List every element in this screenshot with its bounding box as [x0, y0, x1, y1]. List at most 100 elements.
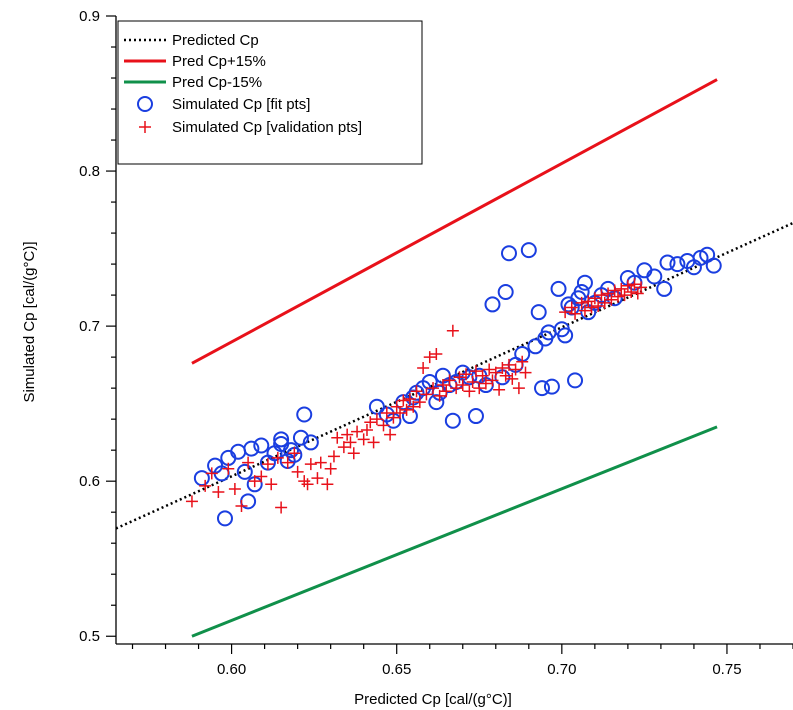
legend-label-minus15: Pred Cp-15%: [172, 74, 262, 91]
legend-swatch-circle-marker: [137, 96, 153, 112]
validation-point-marker: [578, 304, 591, 317]
validation-point-marker: [324, 462, 337, 475]
validation-point-marker: [615, 282, 628, 295]
validation-point-marker: [417, 361, 430, 374]
validation-point-marker: [493, 383, 506, 396]
validation-point-marker: [228, 482, 241, 495]
validation-point-marker: [519, 366, 532, 379]
validation-point-marker: [565, 301, 578, 314]
validation-point-marker: [321, 478, 334, 491]
validation-point-marker: [248, 475, 261, 488]
y-axis-label: Simulated Cp [cal/(g°C)]: [21, 241, 38, 402]
legend-item-validation-pts: Simulated Cp [validation pts]: [139, 119, 362, 136]
legend-label-plus15: Pred Cp+15%: [172, 53, 266, 70]
fit-point-marker: [530, 304, 547, 321]
validation-point-marker: [446, 324, 459, 337]
series-markers: [185, 242, 722, 527]
validation-point-marker: [403, 393, 416, 406]
fit-point-marker: [401, 408, 418, 425]
fit-point-marker: [283, 442, 300, 459]
validation-point-marker: [265, 478, 278, 491]
validation-point-marker: [242, 456, 255, 469]
fit-point-marker: [243, 440, 260, 457]
fit-point-marker: [520, 242, 537, 259]
fit-point-marker: [527, 338, 544, 355]
validation-point-marker: [436, 379, 449, 392]
validation-point-marker: [199, 479, 212, 492]
validation-point-marker: [598, 296, 611, 309]
validation-point-marker: [443, 374, 456, 387]
validation-point-marker: [347, 447, 360, 460]
validation-point-marker: [588, 292, 601, 305]
fit-point-marker: [236, 463, 253, 480]
validation-point-marker: [621, 279, 634, 292]
validation-point-marker: [456, 379, 469, 392]
validation-point-marker: [466, 375, 479, 388]
validation-point-marker: [483, 363, 496, 376]
x-tick-label: 0.70: [547, 661, 576, 678]
fit-point-marker: [273, 431, 290, 448]
x-axis-label: Predicted Cp [cal/(g°C)]: [354, 691, 512, 708]
legend-swatch-plus-marker: [139, 121, 151, 133]
validation-point-marker: [559, 306, 572, 319]
legend-item-predicted: Predicted Cp: [124, 32, 259, 49]
legend-box: [117, 20, 423, 165]
validation-point-marker: [344, 436, 357, 449]
validation-point-marker: [506, 372, 519, 385]
validation-point-marker: [516, 355, 529, 368]
validation-point-marker: [635, 281, 648, 294]
validation-point-marker: [377, 419, 390, 432]
validation-point-marker: [261, 458, 274, 471]
validation-point-marker: [271, 451, 284, 464]
validation-point-marker: [397, 394, 410, 407]
fit-point-marker: [296, 406, 313, 423]
validation-point-marker: [420, 388, 433, 401]
legend-label-predicted: Predicted Cp: [172, 32, 259, 49]
validation-point-marker: [281, 456, 294, 469]
fit-point-marker: [292, 429, 309, 446]
validation-point-marker: [569, 307, 582, 320]
fit-point-marker: [497, 284, 514, 301]
axes: 0.60 0.65 0.70 0.75 0.5 0.6 0.7 0.8 0.9: [79, 8, 793, 678]
fit-point-marker: [534, 380, 551, 397]
validation-point-marker: [433, 389, 446, 402]
validation-point-marker: [185, 495, 198, 508]
fit-point-marker: [500, 245, 517, 262]
y-tick-label: 0.7: [79, 318, 100, 335]
fit-point-marker: [216, 510, 233, 527]
validation-point-marker: [298, 475, 311, 488]
validation-point-marker: [387, 411, 400, 424]
validation-point-marker: [628, 278, 641, 291]
fit-point-marker: [669, 256, 686, 273]
validation-point-marker: [460, 368, 473, 381]
validation-point-marker: [301, 478, 314, 491]
validation-point-marker: [380, 406, 393, 419]
validation-point-marker: [502, 358, 515, 371]
y-tick-label: 0.8: [79, 163, 100, 180]
validation-point-marker: [410, 385, 423, 398]
fit-point-marker: [421, 373, 438, 390]
legend: Predicted Cp Pred Cp+15% Pred Cp-15% Sim…: [117, 20, 423, 165]
validation-point-marker: [611, 290, 624, 303]
validation-point-marker: [427, 382, 440, 395]
validation-point-marker: [602, 287, 615, 300]
validation-point-marker: [509, 363, 522, 376]
validation-point-marker: [440, 385, 453, 398]
validation-point-marker: [367, 436, 380, 449]
x-tick-label: 0.75: [712, 661, 741, 678]
validation-point-marker: [592, 299, 605, 312]
validation-point-marker: [575, 296, 588, 309]
validation-point-marker: [205, 467, 218, 480]
validation-point-marker: [430, 348, 443, 361]
validation-point-marker: [331, 431, 344, 444]
validation-point-marker: [364, 416, 377, 429]
validation-point-marker: [222, 462, 235, 475]
validation-point-marker: [291, 465, 304, 478]
y-tick-label: 0.9: [79, 8, 100, 25]
validation-point-marker: [618, 289, 631, 302]
validation-point-marker: [476, 369, 489, 382]
validation-point-marker: [512, 382, 525, 395]
validation-point-marker: [496, 361, 509, 374]
validation-point-marker: [453, 371, 466, 384]
